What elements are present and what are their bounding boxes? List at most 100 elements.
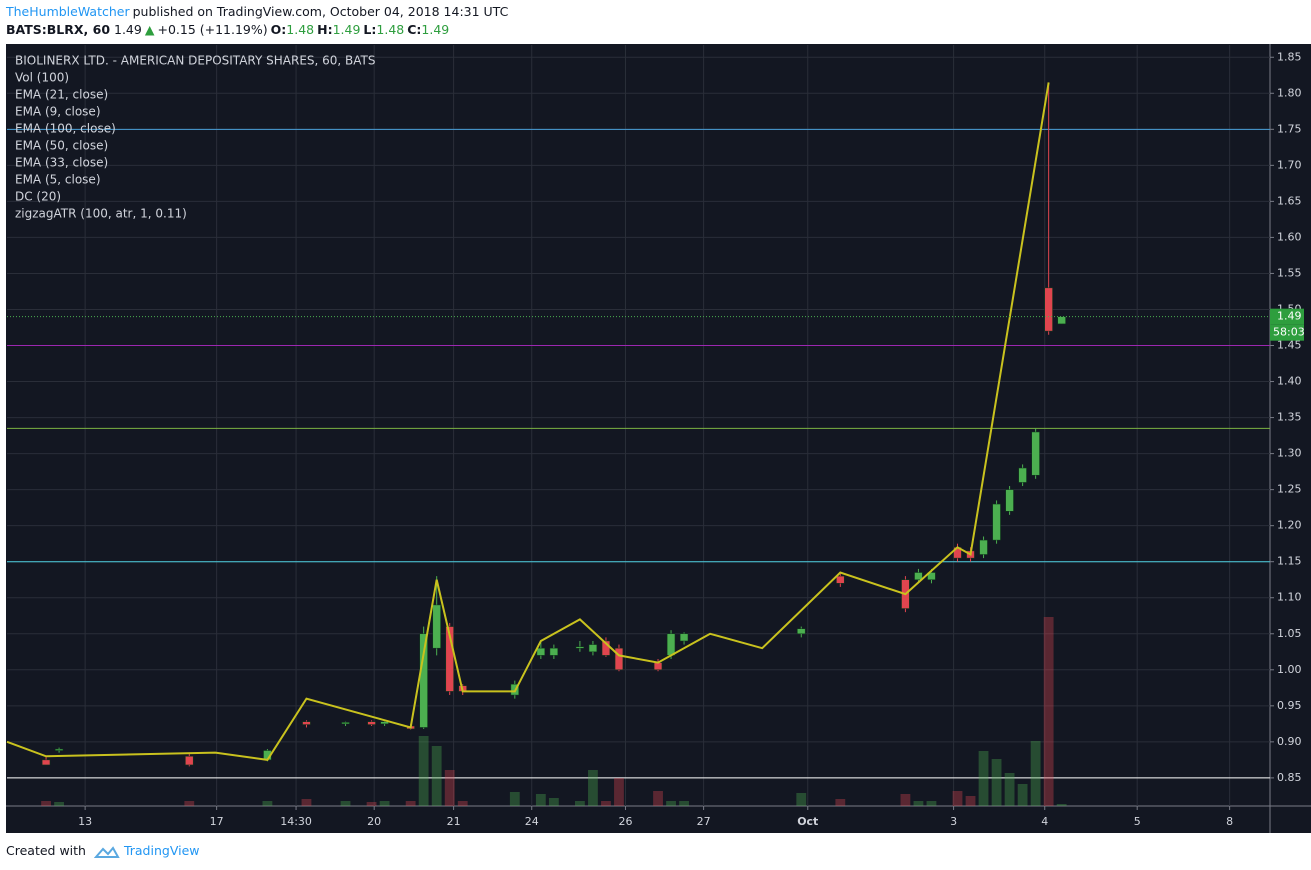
candle-body: [536, 647, 546, 656]
x-tick-label: 14:30: [280, 815, 312, 828]
volume-bar: [835, 799, 846, 806]
candle-body: [575, 646, 585, 649]
study-label: EMA (100, close): [15, 122, 116, 136]
volume-bar: [978, 751, 989, 806]
volume-bar: [431, 746, 442, 806]
volume-bar: [913, 801, 924, 806]
volume-bar: [535, 794, 546, 806]
x-tick-label: 21: [447, 815, 461, 828]
l-label: L:: [363, 22, 377, 37]
candle-body: [445, 626, 454, 692]
o: 1.48: [286, 22, 315, 37]
candle-body: [367, 721, 376, 725]
y-tick-label: 1.05: [1277, 627, 1302, 640]
y-tick-label: 1.30: [1277, 447, 1302, 460]
candle-body: [41, 759, 51, 766]
symbol: BATS:BLRX, 60: [6, 22, 111, 37]
y-tick-label: 0.90: [1277, 735, 1302, 748]
created: Created with: [6, 843, 86, 858]
header: TheHumbleWatcher published on TradingView…: [6, 3, 511, 39]
y-tick-label: 0.95: [1277, 699, 1302, 712]
l: 1.48: [376, 22, 405, 37]
candle-body: [653, 662, 663, 671]
volume-bar: [405, 801, 416, 806]
candle-body: [666, 633, 676, 656]
candle-body: [927, 572, 936, 580]
candle-body: [914, 572, 923, 580]
y-tick-label: 1.15: [1277, 555, 1302, 568]
volume-bar: [601, 801, 611, 806]
y-tick-label: 1.25: [1277, 483, 1302, 496]
volume-bar: [900, 794, 911, 806]
y-tick-label: 1.75: [1277, 122, 1302, 135]
candle-body: [185, 756, 194, 766]
h: 1.49: [332, 22, 361, 37]
arrow: ▲: [144, 22, 155, 37]
volume-bar: [991, 759, 1002, 806]
x-tick-label: 4: [1041, 815, 1048, 828]
y-tick-label: 1.60: [1277, 230, 1302, 243]
o-label: O:: [270, 22, 287, 37]
y-tick-label: 1.80: [1277, 86, 1302, 99]
change: +0.15 (+11.19%): [157, 22, 268, 37]
y-tick-label: 1.10: [1277, 591, 1302, 604]
candle-body: [1031, 431, 1040, 476]
x-tick-label: 13: [78, 815, 92, 828]
logo: [93, 845, 120, 858]
candle-body: [836, 575, 845, 584]
candle-body: [1005, 489, 1014, 512]
candle-body: [432, 604, 441, 649]
volume-bar: [1004, 773, 1015, 806]
candle-body: [992, 503, 1001, 541]
volume-bar: [379, 801, 390, 806]
y-tick-label: 1.35: [1277, 411, 1302, 424]
y-tick-label: 1.85: [1277, 50, 1302, 63]
published: published on TradingView.com, October 04…: [132, 4, 509, 19]
brand[interactable]: TradingView: [123, 843, 200, 858]
countdown-label: 58:03: [1273, 326, 1305, 339]
y-tick-label: 0.85: [1277, 771, 1302, 784]
y-tick-label: 1.45: [1277, 339, 1302, 352]
volume-bar: [926, 801, 937, 806]
countdown-tag: [1270, 324, 1304, 341]
y-tick-label: 1.00: [1277, 663, 1302, 676]
volume-bar: [548, 798, 559, 806]
volume-bar: [184, 801, 195, 806]
study-label: Vol (100): [15, 71, 69, 85]
study-label: DC (20): [15, 190, 61, 204]
candle-body: [380, 721, 389, 725]
author[interactable]: TheHumbleWatcher: [6, 4, 130, 19]
volume-bar: [301, 799, 312, 806]
study-label: zigzagATR (100, atr, 1, 0.11): [15, 207, 187, 221]
footer: Created with TradingView: [6, 843, 199, 859]
last-price-tag: [1270, 308, 1304, 325]
last: 1.49: [114, 22, 142, 37]
study-label: EMA (5, close): [15, 173, 101, 187]
x-tick-label: 24: [525, 815, 539, 828]
study-label: EMA (9, close): [15, 105, 101, 119]
chart: 0.85 0.90 0.95 1.00 1.05 1.10 1.15 1.20 1.25 1.30…: [6, 44, 1311, 833]
candle-body: [1044, 287, 1053, 332]
candle-body: [679, 633, 689, 642]
zigzag-line: [6, 82, 1050, 761]
c-label: C:: [407, 22, 422, 37]
volume-bar: [340, 801, 351, 806]
volume-bar: [1043, 617, 1054, 806]
chart-background: [6, 44, 1311, 833]
h-label: H:: [317, 22, 333, 37]
candle-body: [419, 633, 428, 728]
candle-body: [797, 628, 806, 635]
y-tick-label: 1.65: [1277, 194, 1302, 207]
x-tick-label: 8: [1226, 815, 1233, 828]
volume-bar: [366, 802, 377, 806]
volume-bar: [1056, 804, 1067, 806]
candle-body: [54, 748, 64, 751]
y-tick-label: 1.55: [1277, 266, 1302, 279]
volume-bar: [666, 801, 676, 806]
volume-bar: [965, 796, 976, 806]
volume-bar: [444, 770, 455, 806]
volume-bar: [653, 791, 663, 806]
volume-bar: [575, 801, 585, 806]
volume-bar: [418, 736, 429, 806]
